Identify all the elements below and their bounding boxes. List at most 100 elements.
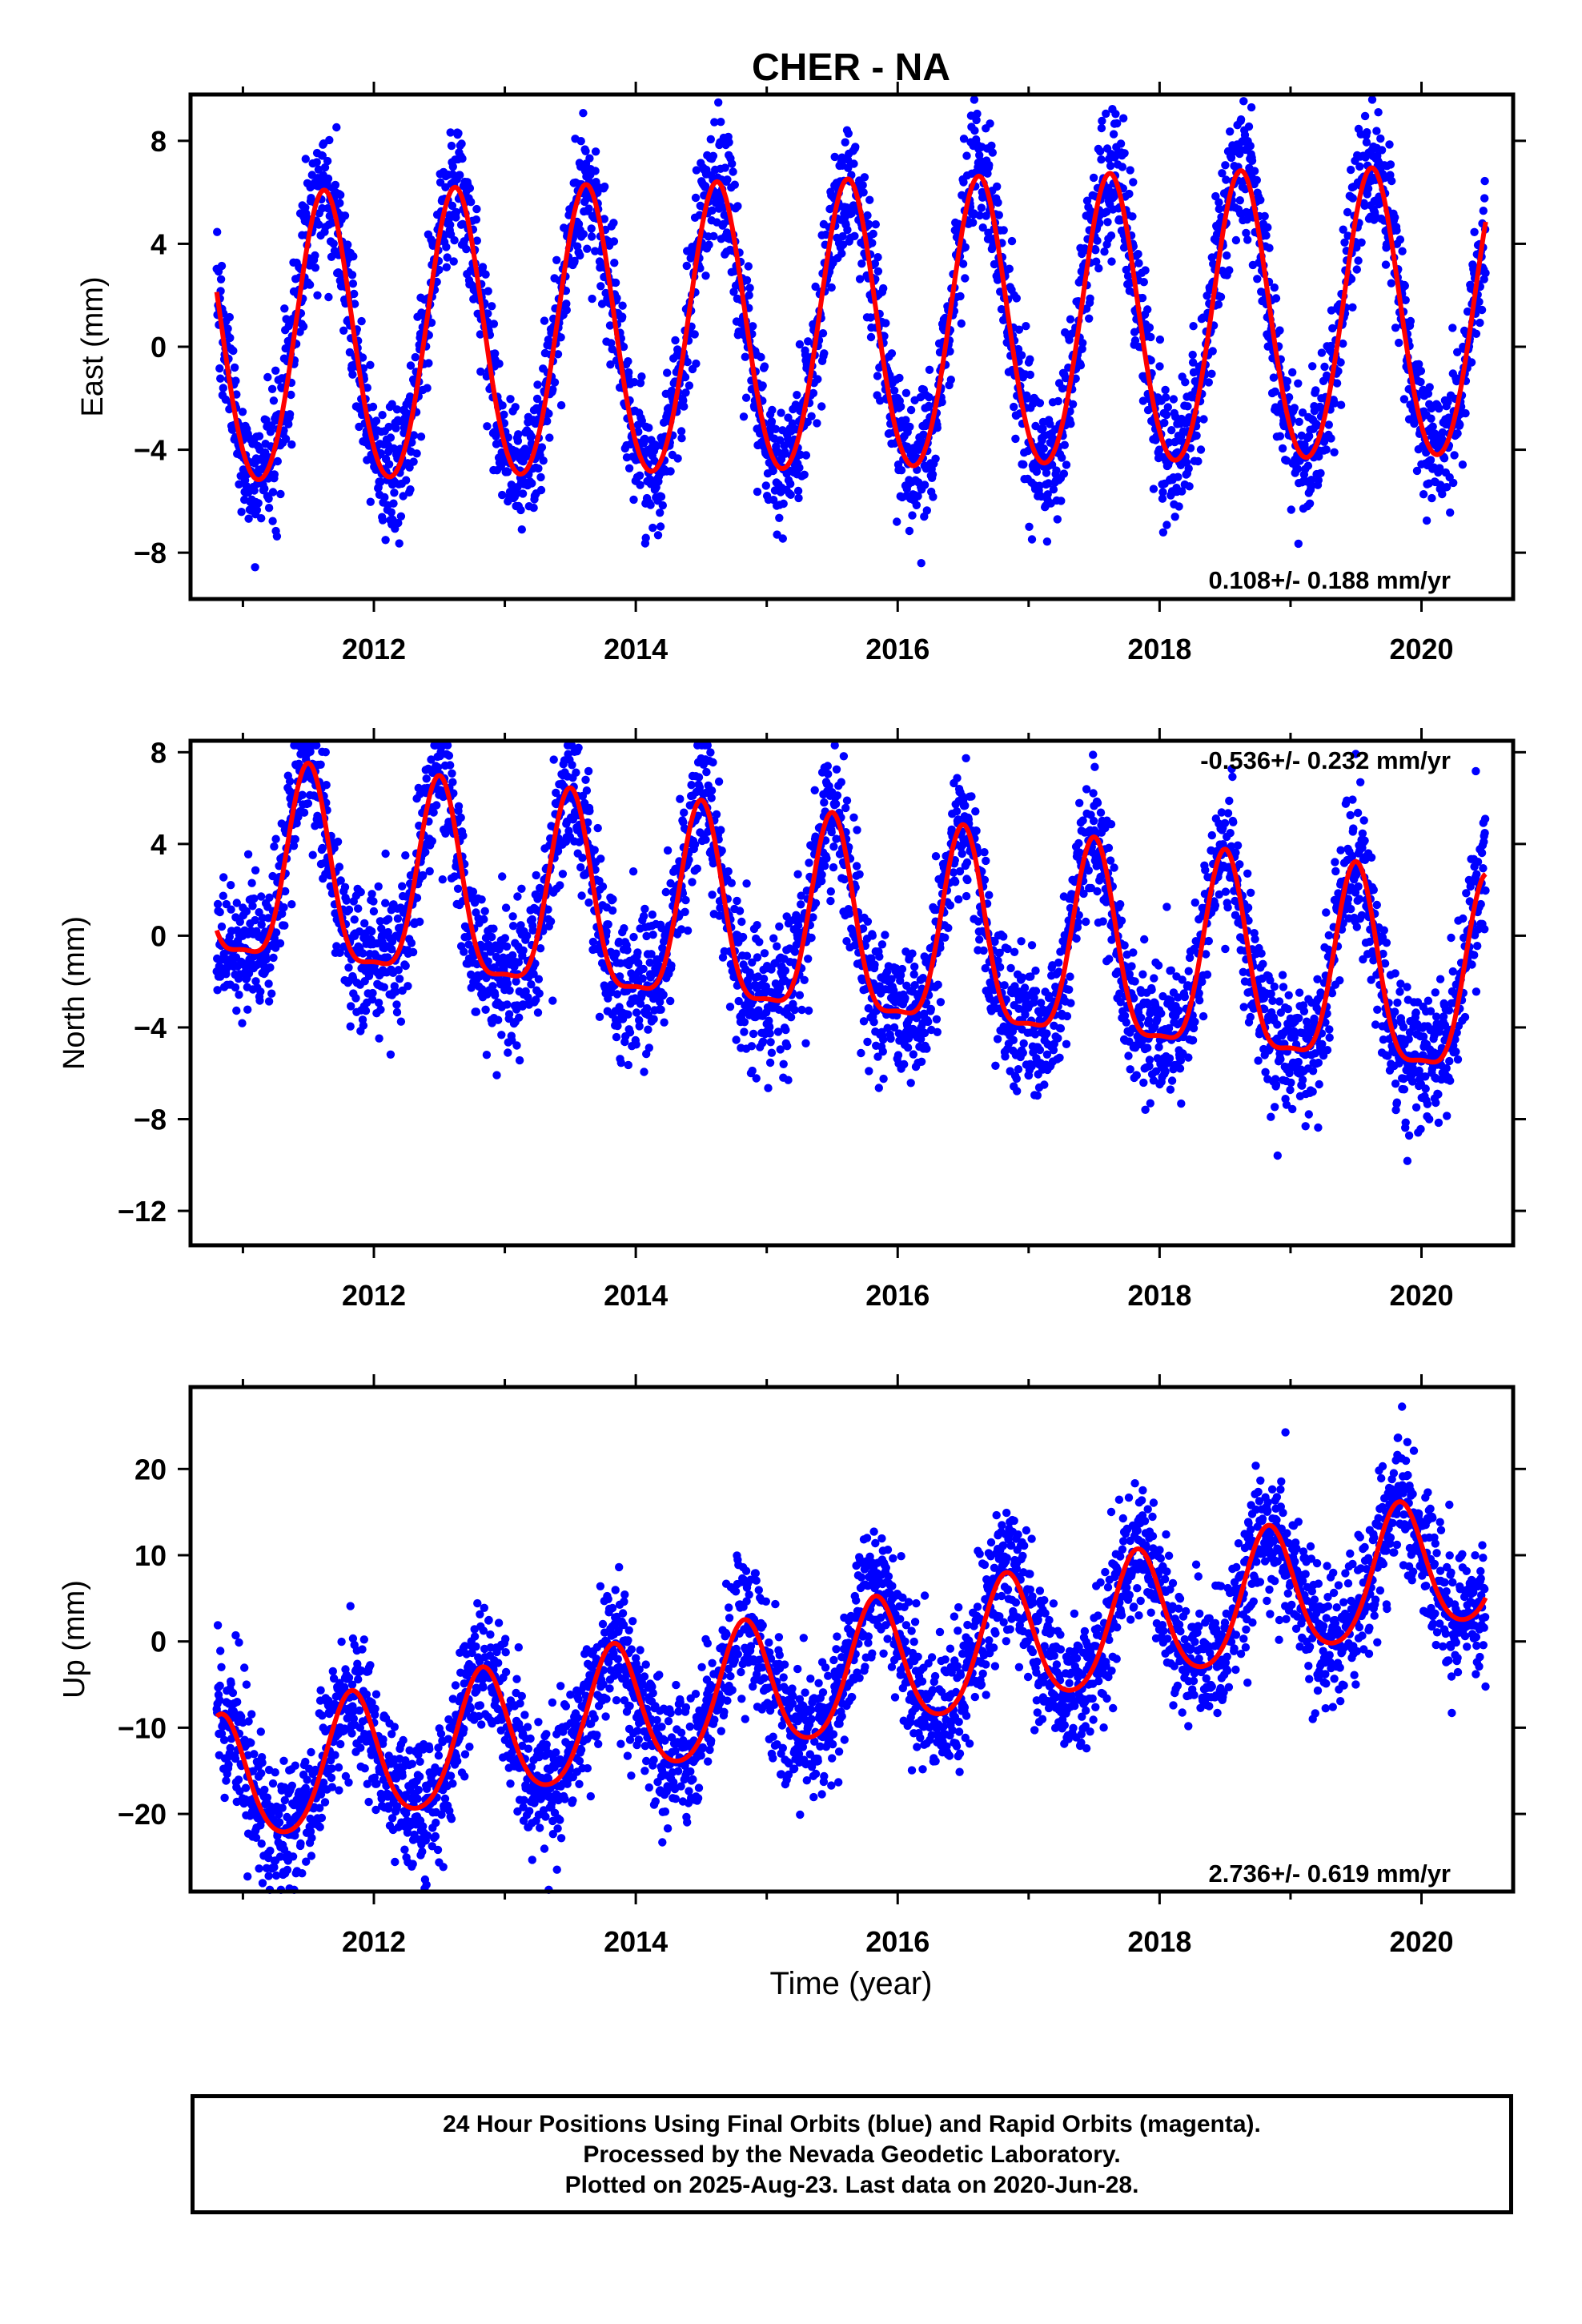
- data-point: [584, 898, 593, 907]
- data-point: [777, 408, 785, 417]
- data-point: [1354, 256, 1363, 265]
- data-point: [1167, 426, 1176, 435]
- data-point: [262, 955, 271, 964]
- data-point: [578, 854, 587, 862]
- data-point: [359, 1021, 368, 1030]
- data-point: [515, 1055, 524, 1065]
- data-point: [1327, 434, 1335, 443]
- data-point: [1192, 431, 1201, 440]
- data-point: [374, 882, 383, 891]
- data-point: [549, 755, 558, 764]
- data-point: [391, 424, 400, 432]
- data-point: [1005, 264, 1014, 273]
- data-point: [519, 946, 528, 955]
- data-point: [820, 349, 829, 358]
- data-point: [459, 831, 468, 840]
- data-point: [629, 932, 638, 942]
- data-point: [1283, 376, 1292, 386]
- data-point: [501, 903, 511, 912]
- data-point: [793, 391, 801, 400]
- data-point: [1422, 516, 1431, 525]
- data-point: [446, 220, 455, 229]
- data-point: [401, 851, 410, 860]
- data-point: [508, 922, 518, 931]
- data-point: [398, 882, 407, 891]
- data-point: [443, 253, 452, 262]
- data-point: [532, 870, 540, 880]
- data-point: [1336, 400, 1346, 409]
- data-point: [1332, 379, 1342, 388]
- data-point: [392, 1007, 402, 1017]
- data-point: [1027, 535, 1037, 544]
- data-point: [1007, 236, 1017, 246]
- data-point: [681, 907, 689, 917]
- data-point: [512, 1041, 521, 1050]
- data-point: [476, 330, 485, 339]
- data-point: [1456, 420, 1464, 429]
- data-point: [1078, 339, 1087, 348]
- data-point: [368, 988, 377, 998]
- data-point: [427, 318, 436, 328]
- data-point: [248, 902, 257, 911]
- data-point: [818, 329, 828, 338]
- data-point: [495, 360, 504, 368]
- data-point: [1425, 383, 1434, 392]
- data-point: [1374, 108, 1383, 117]
- data-point: [1308, 362, 1317, 371]
- data-point: [889, 386, 899, 395]
- data-point: [671, 336, 680, 345]
- data-point: [527, 432, 536, 440]
- data-point: [452, 207, 461, 217]
- data-point: [1387, 176, 1396, 186]
- data-point: [1275, 432, 1285, 440]
- data-point: [873, 253, 882, 262]
- data-point: [1059, 469, 1069, 478]
- data-point: [1250, 167, 1259, 175]
- data-point: [350, 289, 359, 299]
- data-point: [753, 487, 762, 497]
- data-point: [766, 1038, 775, 1047]
- x-tick-label: 2020: [1389, 633, 1453, 665]
- data-point: [511, 403, 520, 412]
- data-point: [517, 525, 526, 534]
- data-point: [608, 895, 617, 904]
- data-point: [648, 931, 657, 939]
- data-point: [1134, 250, 1142, 259]
- data-point: [582, 786, 592, 795]
- data-point: [375, 1034, 383, 1043]
- data-point: [311, 251, 319, 260]
- data-point: [1158, 488, 1167, 497]
- data-point: [1100, 247, 1109, 256]
- data-point: [1118, 163, 1127, 171]
- data-point: [595, 1012, 604, 1022]
- data-point: [1450, 451, 1459, 460]
- data-point: [633, 948, 642, 957]
- data-point: [1076, 361, 1086, 370]
- data-point: [251, 866, 260, 875]
- data-point: [871, 220, 881, 229]
- data-point: [958, 259, 968, 268]
- data-point: [369, 897, 378, 906]
- data-point: [340, 883, 350, 892]
- data-point: [957, 319, 966, 328]
- data-point: [781, 966, 790, 975]
- data-point: [1357, 238, 1366, 247]
- data-point: [562, 306, 571, 315]
- data-point: [285, 410, 295, 419]
- data-point: [512, 489, 521, 498]
- data-point: [574, 743, 583, 752]
- data-point: [1481, 268, 1490, 278]
- data-point: [358, 353, 367, 362]
- data-point: [1406, 316, 1415, 326]
- north-points: [212, 741, 1490, 1165]
- data-point: [600, 215, 608, 223]
- data-point: [481, 1005, 490, 1015]
- data-point: [270, 842, 279, 851]
- data-point: [740, 1018, 749, 1027]
- data-point: [406, 361, 416, 370]
- data-point: [653, 531, 663, 540]
- data-point: [881, 319, 890, 328]
- data-point: [1392, 226, 1401, 235]
- data-point: [576, 251, 584, 260]
